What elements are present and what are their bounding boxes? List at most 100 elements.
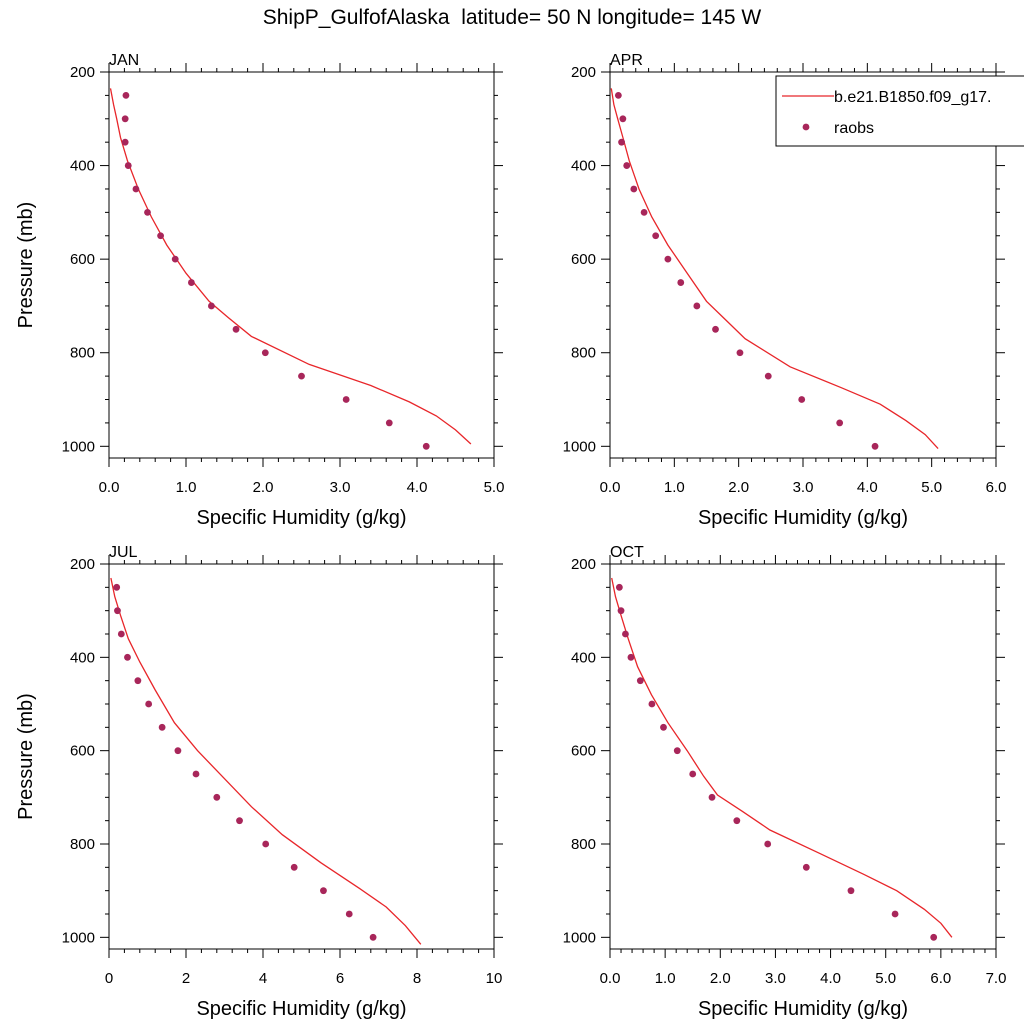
raobs-marker (673, 747, 681, 755)
y-tick-label: 600 (70, 251, 95, 268)
x-tick-label: 6.0 (930, 970, 951, 987)
x-tick-label: 10 (486, 970, 503, 987)
x-tick-label: 4.0 (857, 479, 878, 496)
raobs-marker (930, 933, 938, 941)
raobs-marker (345, 910, 353, 918)
raobs-marker (369, 933, 377, 941)
raobs-marker (733, 817, 741, 825)
x-tick-label: 4.0 (820, 970, 841, 987)
x-tick-label: 5.0 (921, 479, 942, 496)
x-tick-label: 0.0 (600, 970, 621, 987)
raobs-marker (664, 255, 672, 263)
y-tick-label: 200 (70, 556, 95, 573)
raobs-marker (158, 723, 166, 731)
raobs-marker (764, 840, 772, 848)
raobs-marker (618, 138, 625, 146)
panel-jan: JAN 0.0 1.0 2.0 3.0 4.0 5.0 200 400 600 800 1000 Spe… (15, 52, 504, 529)
y-tick-label: 800 (571, 345, 596, 362)
raobs-marker (622, 630, 629, 638)
raobs-marker (623, 162, 631, 169)
x-tick-label: 5.0 (484, 479, 505, 496)
legend-model-label: b.e21.B1850.f09_g17. (834, 89, 991, 106)
panel-oct: OCT 0.0 1.0 2.0 3.0 4.0 5.0 6.0 7.0 200 400 600 800 1… (563, 544, 1007, 1020)
raobs-marker (213, 793, 221, 801)
x-tick-label: 2.0 (728, 479, 749, 496)
x-tick-label: 1.0 (664, 479, 685, 496)
y-tick-label: 400 (70, 158, 95, 175)
x-tick-label: 0.0 (600, 479, 621, 496)
raobs-marker (619, 115, 627, 123)
y-tick-label: 400 (70, 649, 95, 666)
panel-label: JAN (109, 52, 139, 69)
x-axis-label: Specific Humidity (g/kg) (698, 998, 908, 1020)
x-tick-label: 3.0 (330, 479, 351, 496)
raobs-marker (124, 162, 132, 169)
x-tick-label: 6 (336, 970, 344, 987)
raobs-marker (847, 887, 855, 895)
model-line (110, 577, 422, 945)
x-tick-label: 2.0 (253, 479, 274, 496)
x-tick-label: 1.0 (655, 970, 676, 987)
raobs-marker (232, 325, 240, 333)
raobs-marker (422, 442, 430, 450)
model-line (611, 577, 953, 938)
raobs-marker (134, 677, 142, 685)
x-tick-label: 6.0 (986, 479, 1007, 496)
x-axis-label: Specific Humidity (g/kg) (698, 507, 908, 529)
raobs-marker (677, 279, 685, 286)
raobs-marker (764, 372, 772, 380)
y-tick-label: 200 (70, 64, 95, 81)
raobs-marker (192, 770, 200, 778)
y-tick-label: 1000 (62, 929, 95, 946)
raobs-marker (121, 138, 129, 146)
raobs-marker (385, 419, 393, 427)
legend-marker-swatch (802, 123, 810, 131)
x-tick-label: 1.0 (176, 479, 197, 496)
x-tick-label: 0 (105, 970, 113, 987)
raobs-marker (640, 208, 648, 216)
raobs-marker (114, 607, 121, 615)
raobs-marker (891, 910, 899, 918)
raobs-marker (187, 279, 195, 286)
raobs-marker (617, 607, 625, 615)
y-tick-label: 400 (571, 649, 596, 666)
raobs-marker (124, 653, 131, 661)
x-tick-label: 3.0 (793, 479, 814, 496)
raobs-marker (708, 793, 716, 801)
raobs-marker (660, 723, 667, 731)
raobs-marker (132, 185, 140, 193)
y-tick-label: 600 (571, 743, 596, 760)
x-tick-label: 5.0 (875, 970, 896, 987)
figure-title: ShipP_GulfofAlaska latitude= 50 N longit… (262, 6, 762, 29)
plot-frame (108, 71, 495, 459)
x-tick-label: 8 (413, 970, 421, 987)
raobs-marker (208, 302, 215, 310)
legend-box (775, 75, 1024, 147)
raobs-marker (174, 747, 182, 755)
raobs-marker (113, 583, 121, 591)
raobs-marker (636, 677, 644, 685)
model-line (610, 88, 939, 450)
raobs-marker (693, 302, 701, 310)
plot-frame (108, 563, 495, 950)
x-tick-label: 7.0 (986, 970, 1007, 987)
raobs-marker (798, 396, 806, 403)
raobs-marker (342, 396, 350, 403)
raobs-marker (290, 863, 298, 871)
y-tick-label: 1000 (563, 438, 596, 455)
panel-jul: JUL 0 2 4 6 8 10 200 400 600 800 1000 Specific Humid… (15, 544, 503, 1020)
y-tick-label: 200 (571, 64, 596, 81)
panel-label: OCT (610, 544, 644, 561)
raobs-marker (171, 255, 179, 263)
raobs-marker (236, 817, 243, 825)
model-line (109, 88, 472, 445)
raobs-marker (144, 208, 151, 216)
raobs-marker (122, 91, 130, 99)
x-tick-label: 4.0 (407, 479, 428, 496)
raobs-marker (627, 653, 635, 661)
raobs-marker (836, 419, 844, 427)
y-tick-label: 800 (70, 345, 95, 362)
raobs-marker (648, 700, 656, 708)
x-tick-label: 3.0 (765, 970, 786, 987)
